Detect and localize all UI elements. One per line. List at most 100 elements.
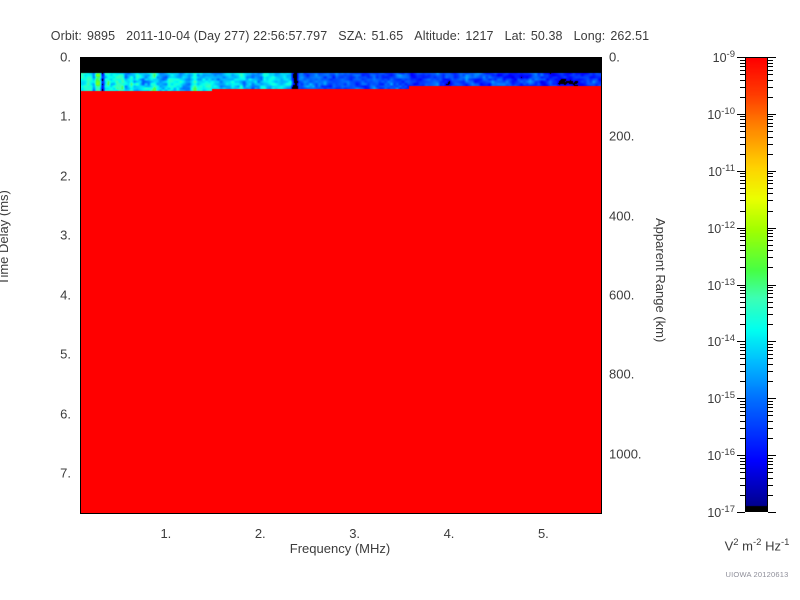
colorbar-tick-minor-left bbox=[740, 350, 745, 352]
y-tick-major bbox=[80, 415, 81, 416]
plot-header: Orbit: 9895 2011-10-04 (Day 277) 22:56:57.… bbox=[0, 29, 700, 43]
x-tick-minor bbox=[507, 513, 508, 514]
colorbar-tick-minor bbox=[768, 62, 773, 64]
y-tick-minor bbox=[80, 403, 81, 404]
x-tick-minor-top bbox=[441, 57, 442, 58]
colorbar-tick-minor bbox=[768, 143, 773, 145]
y2-tick-minor bbox=[601, 98, 602, 99]
colorbar-tick-minor-left bbox=[740, 371, 745, 373]
x-tick-minor-top bbox=[308, 57, 309, 58]
colorbar-tick-minor-left bbox=[740, 250, 745, 252]
colorbar-tick-minor-left bbox=[740, 267, 745, 269]
colorbar-tick-minor-left bbox=[740, 233, 745, 235]
x-tick-minor bbox=[431, 513, 432, 514]
y-tick-major bbox=[80, 296, 81, 297]
x-tick-minor bbox=[129, 513, 130, 514]
x-tick-minor-top bbox=[224, 57, 225, 58]
x-tick-minor-top bbox=[535, 57, 536, 58]
y-tick-minor bbox=[80, 213, 81, 214]
colorbar-tick-minor bbox=[768, 193, 773, 195]
y-tick-minor bbox=[80, 153, 81, 154]
y-tick-major bbox=[80, 355, 81, 356]
colorbar-tick-minor-left bbox=[740, 301, 745, 303]
y-tick-minor bbox=[80, 165, 81, 166]
x-axis-title: Frequency (MHz) bbox=[289, 541, 391, 556]
x-tick-minor bbox=[318, 513, 319, 514]
colorbar-tick-minor bbox=[768, 403, 773, 405]
x-tick-minor bbox=[176, 513, 177, 514]
x-tick-minor bbox=[497, 513, 498, 514]
colorbar-tick-minor bbox=[768, 463, 773, 465]
x-tick-minor bbox=[91, 513, 92, 514]
colorbar-tick-minor-left bbox=[740, 460, 745, 462]
colorbar-tick-major-left bbox=[737, 398, 745, 400]
y-tick-minor bbox=[80, 260, 81, 261]
colorbar-tick-minor bbox=[768, 187, 773, 189]
colorbar-tick-minor bbox=[768, 126, 773, 128]
colorbar-tick-minor-left bbox=[740, 494, 745, 496]
x-tick-minor bbox=[469, 513, 470, 514]
y-axis-title: Time Delay (ms) bbox=[0, 190, 11, 285]
y-tick-label: 7. bbox=[60, 465, 71, 481]
colorbar-tick-minor bbox=[768, 86, 773, 88]
x-tick-minor-top bbox=[365, 57, 366, 58]
x-tick-minor-top bbox=[526, 57, 527, 58]
x-tick-major-top bbox=[450, 57, 451, 58]
y-tick-minor bbox=[80, 427, 81, 428]
colorbar-tick-minor-left bbox=[740, 143, 745, 145]
colorbar-tick-major bbox=[768, 57, 776, 58]
x-tick-minor bbox=[233, 513, 234, 514]
y2-tick-label: 0. bbox=[609, 49, 620, 65]
x-tick-minor bbox=[412, 513, 413, 514]
sza-value: 51.65 bbox=[371, 29, 404, 43]
x-tick-major bbox=[261, 513, 262, 514]
x-tick-minor-top bbox=[346, 57, 347, 58]
colorbar-tick-minor-left bbox=[740, 415, 745, 417]
y-tick-major bbox=[80, 117, 81, 118]
x-tick-label: 2. bbox=[254, 526, 266, 541]
colorbar-tick-minor-left bbox=[740, 200, 745, 202]
y2-tick-minor bbox=[601, 256, 602, 257]
y-tick-minor bbox=[80, 129, 81, 130]
colorbar-tick-minor-left bbox=[740, 290, 745, 291]
x-tick-major-top bbox=[167, 57, 168, 58]
x-tick-minor bbox=[535, 513, 536, 514]
spectrogram-plot-area bbox=[80, 57, 602, 514]
colorbar-tick-minor bbox=[768, 400, 773, 402]
colorbar-tick-minor-left bbox=[740, 153, 745, 155]
x-tick-minor-top bbox=[290, 57, 291, 58]
colorbar-tick-label: 10-17 bbox=[707, 503, 735, 521]
colorbar-tick-minor bbox=[768, 438, 773, 439]
colorbar-tick-minor bbox=[768, 59, 773, 61]
x-tick-label: 5. bbox=[537, 526, 549, 541]
colorbar-tick-major bbox=[768, 113, 776, 115]
x-tick-minor-top bbox=[129, 57, 130, 58]
colorbar-tick-minor-left bbox=[740, 244, 745, 246]
colorbar-tick-minor bbox=[768, 381, 773, 383]
colorbar-tick-minor-left bbox=[740, 173, 745, 175]
y-tick-minor bbox=[80, 510, 81, 511]
colorbar-tick-minor-left bbox=[740, 484, 745, 486]
x-tick-minor-top bbox=[582, 57, 583, 58]
colorbar-tick-minor-left bbox=[740, 381, 745, 383]
x-tick-minor-top bbox=[299, 57, 300, 58]
x-tick-major bbox=[356, 513, 357, 514]
x-tick-major bbox=[167, 513, 168, 514]
x-tick-minor bbox=[573, 513, 574, 514]
colorbar-tick-label: 10-10 bbox=[707, 105, 735, 122]
colorbar-tick-minor bbox=[768, 210, 773, 212]
colorbar-tick-minor-left bbox=[740, 240, 745, 242]
y-tick-minor bbox=[80, 486, 81, 487]
colorbar-tick-minor bbox=[768, 183, 773, 185]
colorbar-tick-minor bbox=[768, 364, 773, 365]
y-tick-minor bbox=[80, 272, 81, 273]
x-tick-minor-top bbox=[592, 57, 593, 58]
y2-tick-minor bbox=[601, 494, 602, 495]
x-tick-minor-top bbox=[478, 57, 479, 58]
x-tick-minor bbox=[459, 513, 460, 514]
colorbar-tick-minor bbox=[768, 136, 773, 138]
x-tick-minor-top bbox=[384, 57, 385, 58]
colorbar-tick-minor bbox=[768, 415, 773, 417]
x-tick-minor bbox=[563, 513, 564, 514]
colorbar-tick-minor-left bbox=[740, 183, 745, 185]
